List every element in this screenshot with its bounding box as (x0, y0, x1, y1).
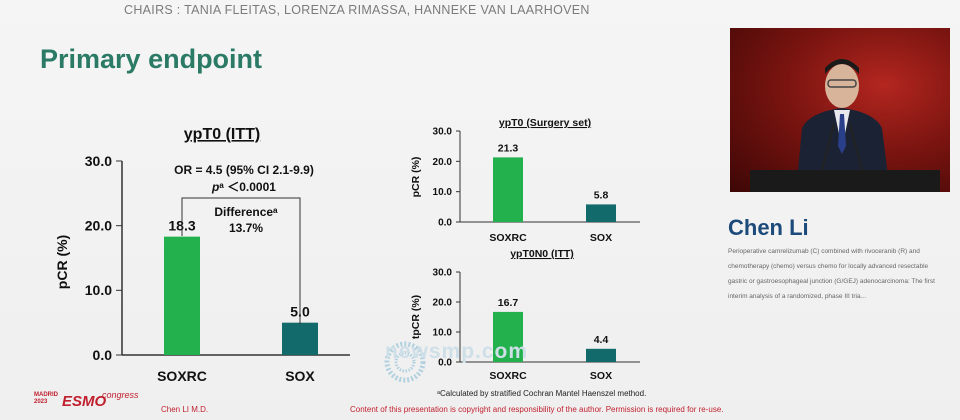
y-tick-label: 0.0 (93, 347, 113, 363)
difference-value: 13.7% (229, 221, 263, 235)
surgery-y-label: pCR (%) (410, 157, 422, 198)
y-tick-label: 30.0 (433, 127, 453, 138)
y-tick-label: 30.0 (85, 153, 112, 169)
bar-value-label: 16.7 (498, 297, 519, 309)
footnote: ᵃCalculated by stratified Cochran Mantel… (437, 389, 647, 398)
x-category-label: SOXRC (489, 232, 527, 244)
surgery-set-chart: ypT0 (Surgery set) pCR (%) 0.0 10.0 20.0 30… (410, 117, 640, 244)
main-or-annotation: OR = 4.5 (95% CI 2.1-9.9) (174, 163, 314, 177)
ypt0n0-chart-title: ypT0N0 (ITT) (510, 248, 574, 260)
speaker-silhouette-icon (750, 59, 940, 192)
x-category-label: SOX (285, 368, 315, 384)
difference-label: Differenceᵃ (214, 205, 278, 219)
x-category-label: SOX (590, 232, 612, 244)
x-category-label: SOX (590, 370, 612, 382)
y-tick-label: 20.0 (433, 298, 453, 309)
difference-bracket (181, 197, 301, 324)
copyright-notice: Content of this presentation is copyrigh… (350, 405, 724, 414)
x-category-label: SOXRC (489, 370, 527, 382)
watermark-text: newsmp.com (385, 340, 529, 363)
speaker-name: Chen Li (728, 215, 809, 240)
watermark-logo-icon (384, 341, 426, 383)
speaker-description: Perioperative camrelizumab (C) combined … (728, 248, 935, 300)
main-chart: ypT0 (ITT) pCR (%) 0.010.020.030.0 18.3S… (54, 126, 350, 384)
esmo-mark: ESMO (62, 393, 107, 410)
bar-soxrc (493, 157, 523, 222)
bar-value-label: 4.4 (594, 334, 609, 346)
bar-sox (586, 348, 616, 362)
bar-soxrc (493, 311, 523, 362)
ypt0n0-y-label: tpCR (%) (410, 295, 422, 339)
page-title: Primary endpoint (40, 44, 263, 74)
main-chart-title: ypT0 (ITT) (184, 126, 260, 143)
y-tick-label: 0.0 (438, 358, 452, 369)
presenter-name: Chen LI M.D. (161, 405, 209, 414)
bar-value-label: 21.3 (498, 142, 519, 154)
bar-sox (586, 204, 616, 222)
y-tick-label: 10.0 (433, 328, 453, 339)
main-y-label: pCR (%) (54, 235, 70, 289)
y-tick-label: 10.0 (85, 282, 112, 298)
bar-value-label: 5.8 (594, 189, 609, 201)
y-tick-label: 20.0 (85, 218, 112, 234)
esmo-location: MADRID 2023 (34, 392, 58, 405)
bar-sox (282, 322, 318, 355)
ypt0n0-chart: ypT0N0 (ITT) tpCR (%) 0.0 10.0 20.0 30.0 16… (410, 248, 640, 382)
x-category-label: SOXRC (157, 368, 207, 384)
speaker-video (730, 28, 950, 192)
y-tick-label: 30.0 (433, 268, 453, 279)
surgery-chart-title: ypT0 (Surgery set) (499, 117, 591, 129)
y-tick-label: 0.0 (438, 218, 452, 229)
bar-soxrc (164, 236, 200, 355)
main-p-annotation: pᵃ ＜0.0001 (211, 180, 276, 194)
chairs-header: CHAIRS : TANIA FLEITAS, LORENZA RIMASSA,… (124, 3, 590, 17)
esmo-congress: congress (102, 390, 139, 400)
y-tick-label: 10.0 (433, 187, 453, 198)
y-tick-label: 20.0 (433, 157, 453, 168)
